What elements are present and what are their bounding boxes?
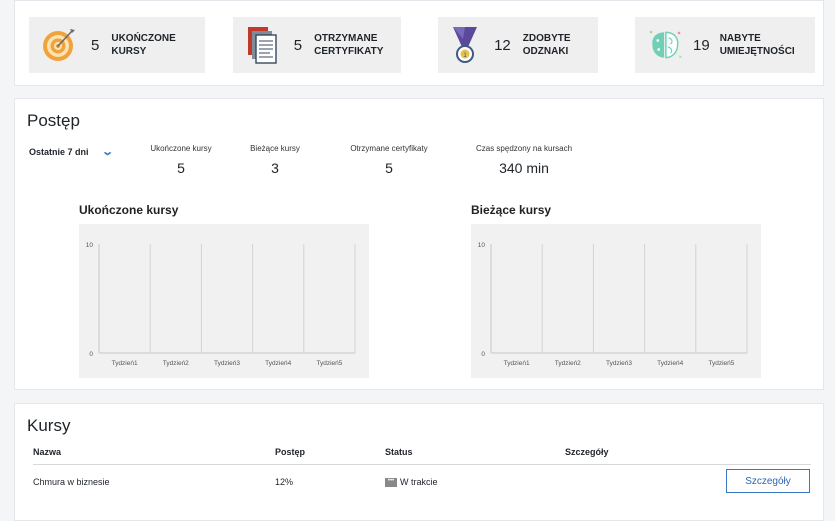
stat-label: NABYTE UMIEJĘTNOŚCI (719, 33, 795, 57)
stat-value: 5 (91, 36, 100, 54)
metric-value: 340 min (499, 160, 549, 176)
x-tick-label: Tydzień4 (265, 360, 291, 367)
metric-label: Ukończone kursy (150, 144, 212, 153)
details-button[interactable]: Szczegóły (726, 469, 810, 493)
section-title: Kursy (27, 416, 71, 435)
progress-panel: Postęp Ostatnie 7 dni ⌄ Ukończone kursy … (14, 98, 824, 390)
metric-current: Bieżące kursy 3 (245, 144, 305, 176)
range-value: Ostatnie 7 dni (29, 146, 89, 157)
y-tick-label: 0 (89, 351, 93, 358)
y-tick-label: 10 (478, 242, 486, 249)
table-divider (33, 464, 811, 465)
x-tick-label: Tydzień2 (555, 360, 581, 367)
chart-title: Ukończone kursy (79, 203, 179, 217)
medal-icon: 1 (450, 25, 480, 65)
stat-label: UKOŃCZONE KURSY (111, 33, 176, 57)
x-tick-label: Tydzień2 (163, 360, 189, 367)
in-progress-icon: ••• (385, 478, 397, 488)
metric-completed: Ukończone kursy 5 (145, 144, 217, 176)
courses-panel: Kursy Nazwa Postęp Status Szczegóły Chmu… (14, 403, 824, 521)
range-dropdown[interactable]: Ostatnie 7 dni ⌄ (29, 145, 114, 158)
stat-label: OTRZYMANE CERTYFIKATY (314, 33, 384, 57)
metric-value: 3 (271, 160, 279, 176)
svg-text:1: 1 (463, 52, 467, 59)
stat-skills: ✦ ✦ ✕ 19 NABYTE UMIEJĘTNOŚCI (635, 17, 815, 73)
x-tick-label: Tydzień5 (708, 360, 734, 367)
stat-value: 5 (293, 36, 303, 54)
target-icon (41, 25, 77, 65)
x-tick-label: Tydzień5 (316, 360, 342, 367)
section-title: Postęp (27, 111, 80, 130)
course-progress: 12% (275, 477, 294, 487)
x-tick-label: Tydzień3 (214, 360, 240, 367)
x-tick-label: Tydzień4 (657, 360, 683, 367)
stat-badges: 1 12 ZDOBYTE ODZNAKI (438, 17, 598, 73)
y-tick-label: 0 (481, 351, 485, 358)
metric-certificates: Otrzymane certyfikaty 5 (343, 144, 435, 176)
stat-value: 19 (693, 36, 710, 54)
column-header-name: Nazwa (33, 447, 62, 457)
column-header-status: Status (385, 447, 413, 457)
stat-value: 12 (494, 36, 511, 54)
metric-label: Czas spędzony na kursach (475, 144, 573, 153)
chart-completed: 0 10 Tydzień1 Tydzień2 Tydzień3 Tydzień4 Tydzi… (79, 224, 369, 378)
metric-value: 5 (385, 160, 393, 176)
course-status: ••• W trakcie (385, 477, 438, 488)
column-header-details: Szczegóły (565, 447, 609, 457)
metric-label: Otrzymane certyfikaty (350, 144, 428, 153)
status-text: W trakcie (400, 477, 438, 487)
metric-time: Czas spędzony na kursach 340 min (469, 144, 579, 176)
x-tick-label: Tydzień1 (112, 360, 138, 367)
svg-text:✕: ✕ (679, 56, 683, 61)
x-tick-label: Tydzień1 (504, 360, 530, 367)
column-header-progress: Postęp (275, 447, 306, 457)
brain-icon: ✦ ✦ ✕ (647, 25, 683, 65)
stat-completed-courses: 5 UKOŃCZONE KURSY (29, 17, 205, 73)
svg-text:✦: ✦ (677, 31, 682, 37)
metric-label: Bieżące kursy (250, 144, 300, 153)
stats-panel: 5 UKOŃCZONE KURSY 5 OTRZYMANE CERTYFIKAT… (14, 0, 824, 86)
chart-current: 0 10 Tydzień1 Tydzień2 Tydzień3 Tydzień4 Tydzi… (471, 224, 761, 378)
stat-label: ZDOBYTE ODZNAKI (522, 33, 571, 57)
chart-title: Bieżące kursy (471, 203, 552, 217)
y-tick-label: 10 (86, 242, 94, 249)
svg-text:✦: ✦ (649, 30, 654, 36)
course-name: Chmura w biznesie (33, 477, 110, 487)
stat-certificates: 5 OTRZYMANE CERTYFIKATY (233, 17, 401, 73)
x-tick-label: Tydzień3 (606, 360, 632, 367)
metric-value: 5 (177, 160, 185, 176)
chevron-down-icon: ⌄ (100, 146, 114, 158)
certificate-icon (245, 25, 280, 65)
